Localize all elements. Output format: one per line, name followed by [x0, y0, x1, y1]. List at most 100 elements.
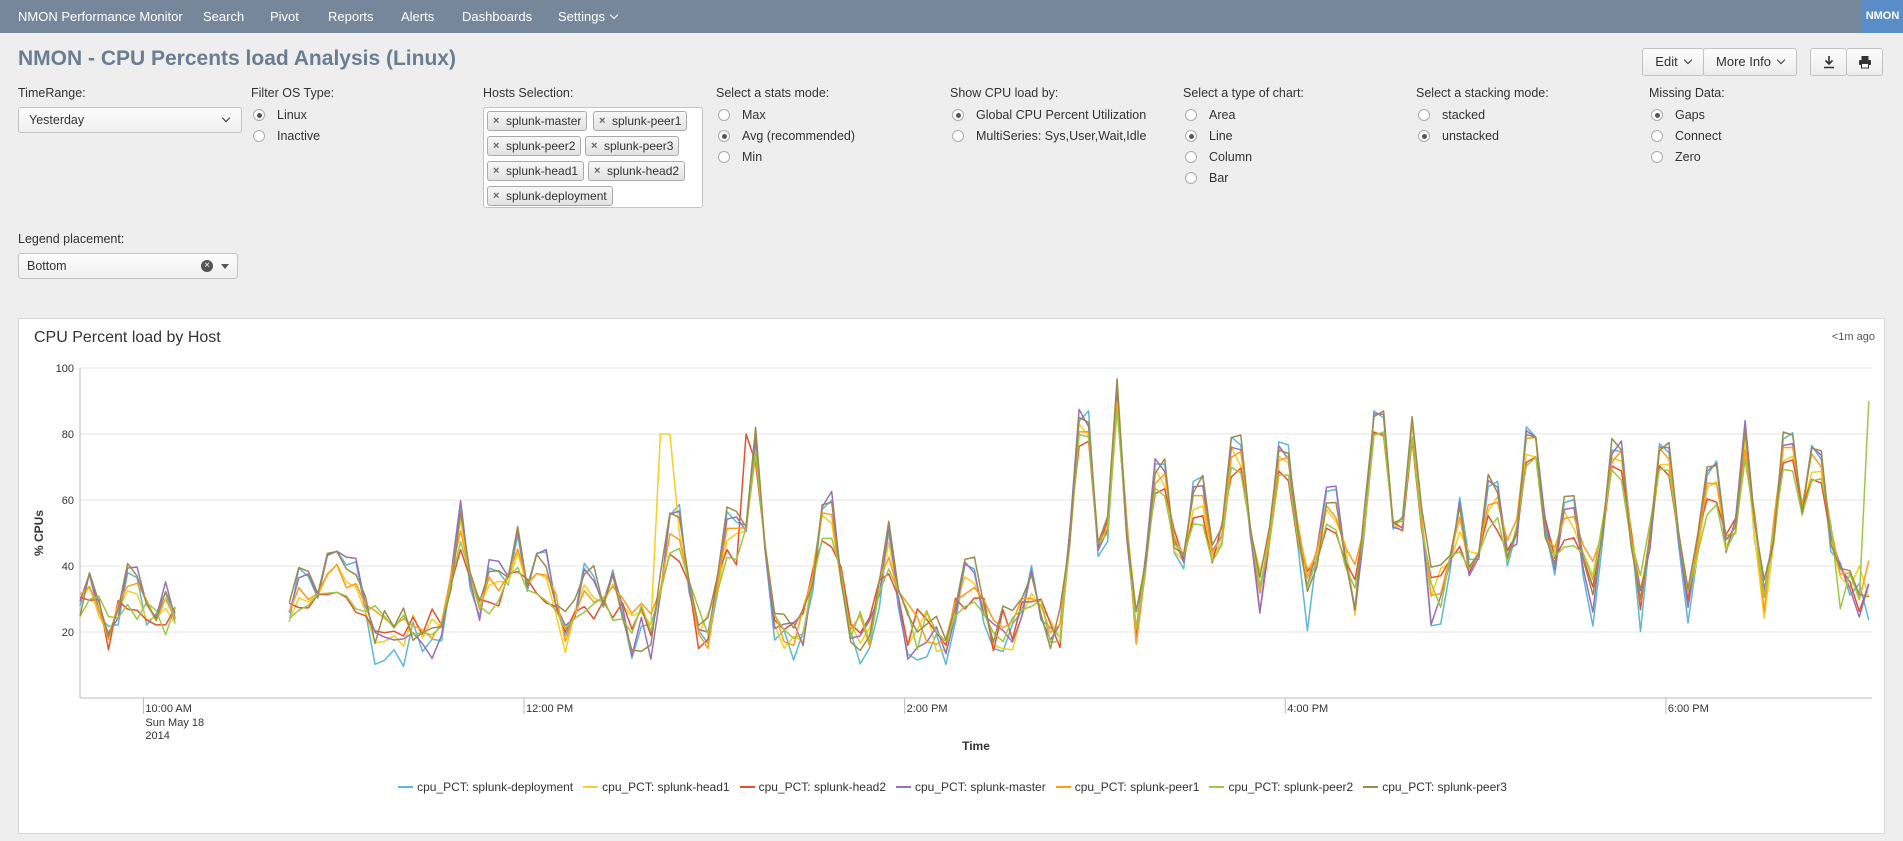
- timerange-label: TimeRange:: [18, 86, 86, 100]
- legend-swatch: [1209, 785, 1225, 788]
- y-tick-label: 100: [56, 363, 74, 375]
- radio-selected-icon: [952, 109, 964, 121]
- series-line: [79, 404, 1870, 652]
- stacking-option-stacked[interactable]: stacked: [1418, 106, 1485, 124]
- chart-type-option-label: Line: [1209, 129, 1233, 143]
- remove-icon[interactable]: ×: [493, 165, 500, 177]
- edit-label: Edit: [1655, 54, 1678, 69]
- panel-updated-time: <1m ago: [1831, 331, 1875, 343]
- legend-placement-value: Bottom: [27, 259, 67, 273]
- y-tick-label: 80: [62, 429, 74, 441]
- legend-placement-select[interactable]: Bottom ×: [18, 253, 238, 279]
- print-icon: [1858, 56, 1871, 69]
- nav-settings-menu[interactable]: Settings: [558, 0, 619, 33]
- radio-icon: [1185, 151, 1197, 163]
- radio-icon: [952, 130, 964, 142]
- cpu-load-option-label: Global CPU Percent Utilization: [976, 108, 1147, 122]
- missing-data-option-label: Zero: [1675, 150, 1701, 164]
- host-tag-splunk-deployment[interactable]: × splunk-deployment: [487, 186, 613, 206]
- missing-data-option-zero[interactable]: Zero: [1651, 148, 1701, 166]
- clear-icon[interactable]: ×: [201, 260, 213, 272]
- chart-type-option-area[interactable]: Area: [1185, 106, 1235, 124]
- radio-selected-icon: [718, 130, 730, 142]
- hosts-multiselect[interactable]: × splunk-master × splunk-peer1 × splunk-pee…: [483, 107, 703, 208]
- print-button[interactable]: [1846, 48, 1883, 76]
- host-tag-splunk-head2[interactable]: × splunk-head2: [588, 161, 686, 181]
- radio-icon: [1185, 172, 1197, 184]
- more-info-button[interactable]: More Info: [1703, 48, 1797, 76]
- chart-type-option-bar[interactable]: Bar: [1185, 169, 1228, 187]
- host-tag-splunk-peer1[interactable]: × splunk-peer1: [593, 111, 688, 131]
- chart-type-option-column[interactable]: Column: [1185, 148, 1252, 166]
- host-tag-splunk-peer2[interactable]: × splunk-peer2: [487, 136, 582, 156]
- legend-swatch: [398, 785, 414, 788]
- host-tag-splunk-head1[interactable]: × splunk-head1: [487, 161, 585, 181]
- host-tag-splunk-peer3[interactable]: × splunk-peer3: [585, 136, 680, 156]
- legend-label: cpu_PCT: splunk-deployment: [417, 780, 574, 794]
- nav-search[interactable]: Search: [203, 9, 245, 24]
- remove-icon[interactable]: ×: [493, 140, 500, 152]
- cpu-load-option-global[interactable]: Global CPU Percent Utilization: [952, 106, 1146, 124]
- remove-icon[interactable]: ×: [493, 190, 500, 202]
- cpu-load-option-label: MultiSeries: Sys,User,Wait,Idle: [976, 129, 1147, 143]
- host-tag-label: splunk-peer3: [604, 139, 674, 153]
- nav-dashboards[interactable]: Dashboards: [462, 9, 533, 24]
- export-button[interactable]: [1810, 48, 1847, 76]
- missing-data-option-connect[interactable]: Connect: [1651, 127, 1722, 145]
- remove-icon[interactable]: ×: [591, 140, 598, 152]
- cpu-load-option-multiseries[interactable]: MultiSeries: Sys,User,Wait,Idle: [952, 127, 1146, 145]
- stacking-option-unstacked[interactable]: unstacked: [1418, 127, 1499, 145]
- legend-item[interactable]: cpu_PCT: splunk-head1: [583, 780, 730, 794]
- x-tick-label: 2:00 PM: [907, 703, 948, 715]
- caret-down-icon: [221, 264, 229, 269]
- host-tag-label: splunk-peer2: [506, 139, 576, 153]
- x-tick-label: 4:00 PM: [1287, 703, 1328, 715]
- remove-icon[interactable]: ×: [594, 165, 601, 177]
- legend-item[interactable]: cpu_PCT: splunk-peer2: [1209, 780, 1353, 794]
- y-axis-title: % CPUs: [32, 510, 46, 556]
- page-title: NMON - CPU Percents load Analysis (Linux…: [18, 47, 456, 70]
- legend-item[interactable]: cpu_PCT: splunk-head2: [739, 780, 886, 794]
- y-tick-label: 40: [62, 561, 74, 573]
- stats-mode-option-avg[interactable]: Avg (recommended): [718, 127, 855, 145]
- nav-reports[interactable]: Reports: [328, 9, 374, 24]
- stats-mode-option-max[interactable]: Max: [718, 106, 766, 124]
- radio-icon: [1651, 151, 1663, 163]
- timerange-select[interactable]: Yesterday: [18, 107, 242, 133]
- os-type-option-linux[interactable]: Linux: [253, 106, 307, 124]
- legend-item[interactable]: cpu_PCT: splunk-peer1: [1055, 780, 1199, 794]
- os-type-option-inactive[interactable]: Inactive: [253, 127, 320, 145]
- nav-alerts[interactable]: Alerts: [401, 9, 435, 24]
- radio-selected-icon: [1418, 130, 1430, 142]
- chart-type-option-label: Area: [1209, 108, 1236, 122]
- radio-icon: [1651, 130, 1663, 142]
- top-nav: NMON Performance Monitor Search Pivot Re…: [0, 0, 1903, 33]
- app-name-link[interactable]: NMON Performance Monitor: [18, 9, 183, 24]
- chart-type-option-label: Column: [1209, 150, 1253, 164]
- legend-item[interactable]: cpu_PCT: splunk-master: [896, 780, 1046, 794]
- y-tick-label: 60: [62, 495, 74, 507]
- nav-pivot[interactable]: Pivot: [270, 9, 299, 24]
- series-line: [79, 377, 1869, 652]
- remove-icon[interactable]: ×: [493, 115, 500, 127]
- remove-icon[interactable]: ×: [599, 115, 606, 127]
- os-type-option-label: Linux: [277, 108, 307, 122]
- chevron-down-icon: [609, 10, 619, 20]
- x-tick-sublabel: 2014: [145, 730, 169, 742]
- legend-item[interactable]: cpu_PCT: splunk-deployment: [398, 780, 573, 794]
- legend-label: cpu_PCT: splunk-head1: [602, 780, 730, 794]
- legend-label: cpu_PCT: splunk-peer2: [1228, 780, 1354, 794]
- edit-button[interactable]: Edit: [1642, 48, 1704, 76]
- host-tag-label: splunk-head2: [607, 164, 680, 178]
- missing-data-option-gaps[interactable]: Gaps: [1651, 106, 1705, 124]
- legend-item[interactable]: cpu_PCT: splunk-peer3: [1363, 780, 1507, 794]
- chart-type-option-line[interactable]: Line: [1185, 127, 1233, 145]
- stats-mode-option-label: Avg (recommended): [742, 129, 856, 143]
- cpu-load-by-label: Show CPU load by:: [950, 86, 1059, 100]
- stats-mode-option-min[interactable]: Min: [718, 148, 762, 166]
- host-tag-splunk-master[interactable]: × splunk-master: [487, 111, 588, 131]
- chart-panel: CPU Percent load by Host <1m ago 20 40 60 8…: [18, 318, 1885, 834]
- legend-swatch: [1363, 785, 1379, 788]
- x-axis-title: Time: [962, 739, 990, 753]
